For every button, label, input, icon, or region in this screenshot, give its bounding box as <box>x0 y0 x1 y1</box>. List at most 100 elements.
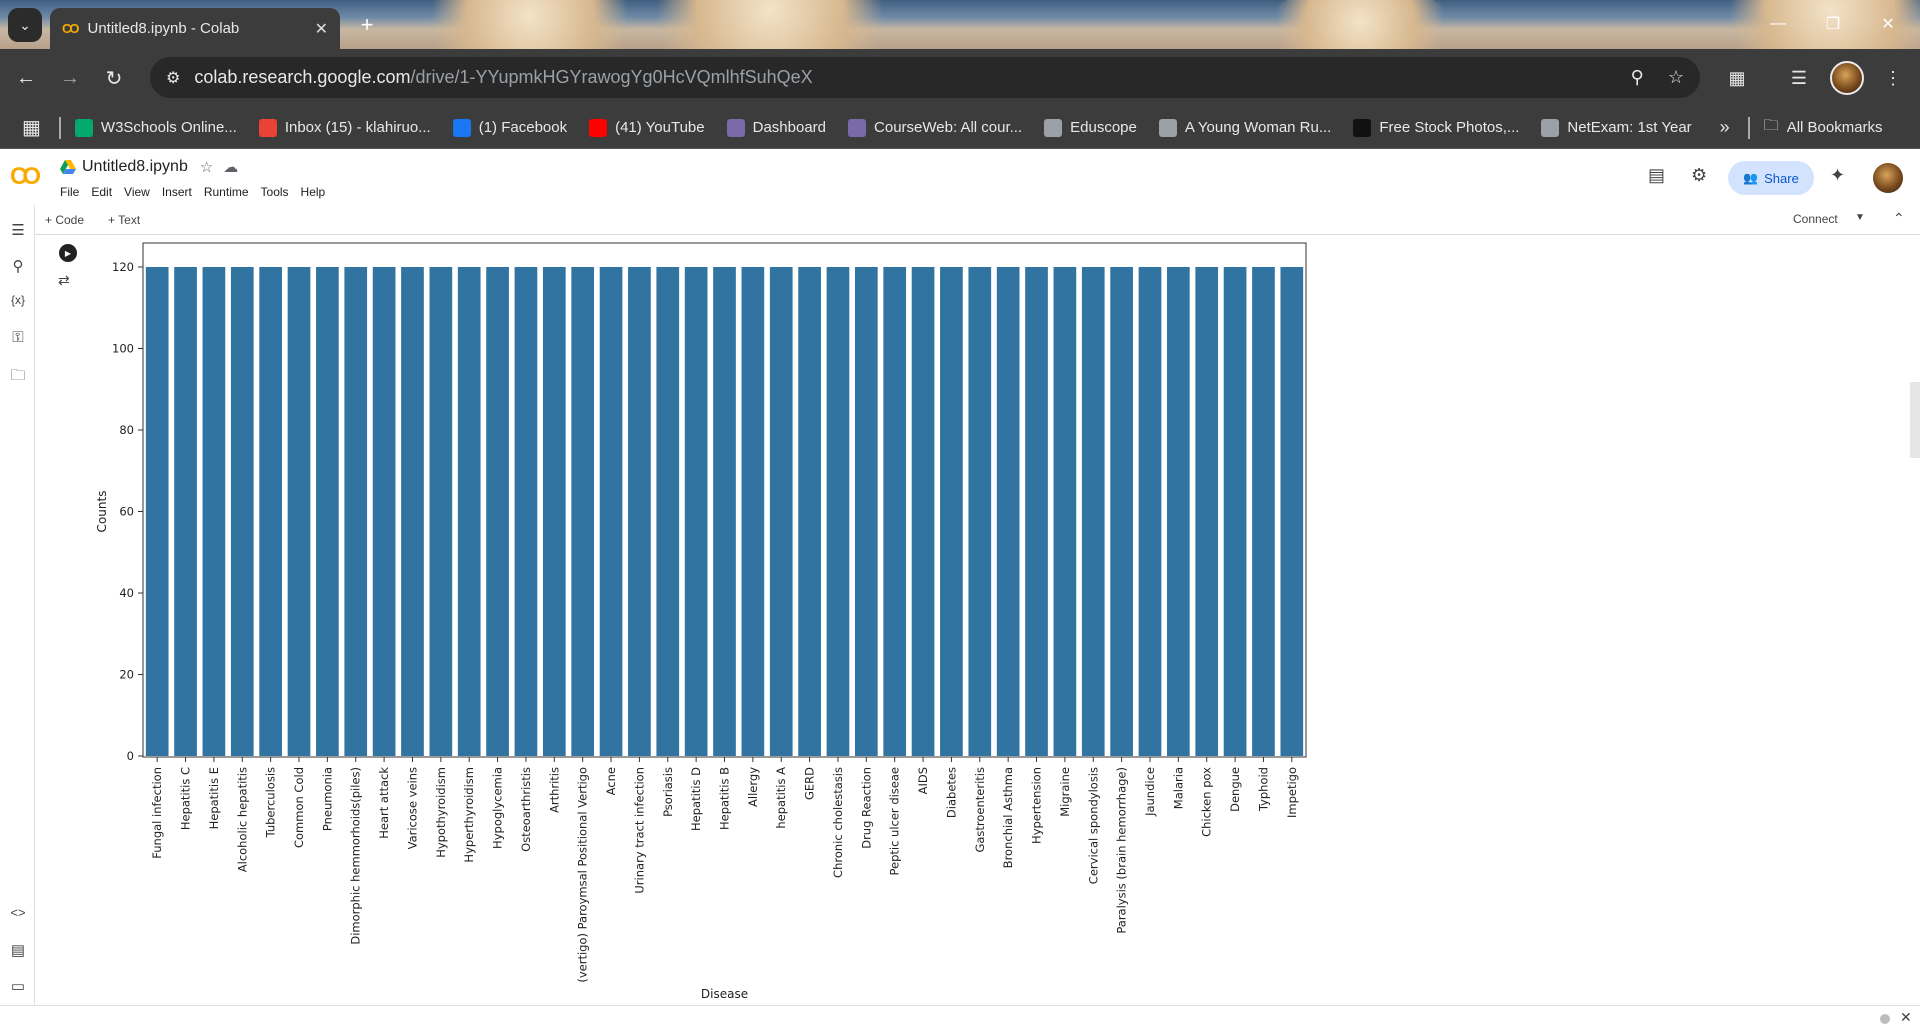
tab-search-button[interactable]: ⌄ <box>8 8 42 42</box>
media-control-icon[interactable]: ☰ <box>1790 67 1808 88</box>
menu-tools[interactable]: Tools <box>260 185 289 199</box>
notebook-title-row: Untitled8.ipynb ☆ ☁ <box>60 158 248 176</box>
bookmark-item[interactable]: (1) Facebook <box>452 118 567 137</box>
folder-icon[interactable]: 🗀 <box>10 367 26 384</box>
x-tick-label: Arthritis <box>547 767 561 813</box>
add-text-button[interactable]: + Text <box>108 212 141 227</box>
bookmark-item[interactable]: Dashboard <box>726 118 826 137</box>
chrome-menu-icon[interactable]: ⋮ <box>1884 67 1902 88</box>
code-snippets-icon[interactable]: <> <box>10 905 26 920</box>
comment-icon[interactable]: ▤ <box>1648 165 1666 185</box>
command-palette-icon[interactable]: ▤ <box>10 942 26 959</box>
bar <box>883 267 907 756</box>
chevron-double-right-icon[interactable]: » <box>1719 117 1730 137</box>
globe-icon <box>1158 118 1177 137</box>
site-info-icon[interactable]: ⚙ <box>166 69 181 87</box>
bar <box>968 267 992 756</box>
bookmark-label: Inbox (15) - klahiruo... <box>284 119 431 136</box>
forward-button[interactable]: → <box>52 60 88 96</box>
folder-icon: 🗀 <box>1763 117 1779 134</box>
all-bookmarks-button[interactable]: 🗀 All Bookmarks <box>1764 115 1883 140</box>
menu-file[interactable]: File <box>60 185 80 199</box>
zoom-icon[interactable]: ⚲ <box>1630 67 1644 87</box>
x-tick-label: Peptic ulcer diseae <box>888 767 902 876</box>
bar <box>287 267 311 756</box>
apps-grid-icon[interactable]: ▦ <box>22 117 41 139</box>
new-tab-button[interactable]: + <box>360 12 374 37</box>
menu-runtime[interactable]: Runtime <box>203 185 249 199</box>
share-button[interactable]: 👥 Share <box>1728 161 1814 195</box>
x-tick-label: hepatitis A <box>774 767 788 829</box>
bookmark-item[interactable]: NetExam: 1st Year <box>1541 118 1692 137</box>
bookmark-label: (41) YouTube <box>615 119 705 136</box>
bookmark-item[interactable]: A Young Woman Ru... <box>1158 118 1331 137</box>
reload-button[interactable]: ↻ <box>96 60 132 96</box>
back-button[interactable]: ← <box>8 60 44 96</box>
add-code-button[interactable]: + Code <box>45 212 85 227</box>
x-tick-label: Common Cold <box>292 767 306 848</box>
terminal-icon[interactable]: ▭ <box>10 978 26 995</box>
colab-favicon-icon: CO <box>62 21 79 36</box>
colab-logo[interactable]: CO <box>10 163 41 190</box>
address-bar[interactable]: ⚙ colab.research.google.com/drive/1-YYup… <box>150 57 1700 98</box>
bar <box>628 267 651 756</box>
bar <box>826 267 850 756</box>
chevron-up-icon[interactable]: ⌃ <box>1893 210 1905 226</box>
url-text[interactable]: colab.research.google.com/drive/1-YYupmk… <box>194 67 1606 88</box>
menu-insert[interactable]: Insert <box>161 185 192 199</box>
menu-edit[interactable]: Edit <box>91 185 113 199</box>
variables-icon[interactable]: {x} <box>10 293 25 307</box>
star-icon[interactable]: ☆ <box>199 159 214 176</box>
share-label: Share <box>1764 170 1799 186</box>
x-tick-label: Chicken pox <box>1200 767 1214 837</box>
bar <box>401 267 424 756</box>
x-tick-label: Hypertension <box>1030 767 1044 844</box>
bookmark-item[interactable]: Free Stock Photos,... <box>1353 118 1519 137</box>
scrollbar-thumb[interactable] <box>1910 382 1920 458</box>
bar <box>145 267 169 756</box>
bookmark-item[interactable]: CourseWeb: All cour... <box>848 118 1022 137</box>
run-cell-button[interactable]: ▶ <box>59 244 77 262</box>
account-avatar[interactable] <box>1873 163 1903 193</box>
bookmark-item[interactable]: Inbox (15) - klahiruo... <box>258 118 431 137</box>
bar <box>1167 267 1190 756</box>
menu-view[interactable]: View <box>124 185 150 199</box>
tab-title: Untitled8.ipynb - Colab <box>87 20 240 37</box>
profile-avatar[interactable] <box>1830 61 1864 95</box>
x-tick-label: Jaundice <box>1143 767 1157 817</box>
minimize-button[interactable]: — <box>1770 15 1786 32</box>
bookmark-item[interactable]: Eduscope <box>1044 118 1137 137</box>
x-tick-label: Gastroenteritis <box>973 767 987 853</box>
w3schools-icon <box>74 118 93 137</box>
x-tick-label: Paralysis (brain hemorrhage) <box>1115 767 1129 934</box>
people-icon: 👥 <box>1743 171 1759 185</box>
gear-icon[interactable]: ⚙ <box>1691 165 1708 185</box>
bookmark-item[interactable]: (41) YouTube <box>589 118 705 137</box>
caret-down-icon[interactable]: ▼ <box>1855 212 1865 223</box>
active-tab[interactable]: CO Untitled8.ipynb - Colab ✕ <box>50 8 340 49</box>
bookmark-item[interactable]: W3Schools Online... <box>74 118 237 137</box>
connect-button[interactable]: Connect <box>1793 212 1838 226</box>
x-tick-label: GERD <box>803 767 817 800</box>
notebook-title[interactable]: Untitled8.ipynb <box>82 158 188 175</box>
bookmark-star-icon[interactable]: ☆ <box>1667 67 1684 87</box>
find-icon[interactable]: ⚲ <box>12 258 24 275</box>
extensions-icon[interactable]: ▦ <box>1728 67 1746 88</box>
bar <box>996 267 1020 756</box>
table-of-contents-icon[interactable]: ☰ <box>11 222 25 239</box>
x-tick-label: Hyperthyroidism <box>462 767 476 863</box>
bar <box>1025 267 1048 756</box>
close-icon[interactable]: ✕ <box>1900 1009 1912 1025</box>
y-tick-label: 40 <box>119 586 134 600</box>
x-tick-label: Acne <box>604 767 618 795</box>
bar <box>1252 267 1275 756</box>
key-icon[interactable]: ⚿ <box>12 329 24 346</box>
bar <box>571 267 595 756</box>
x-tick-label: Fungal infection <box>150 767 164 859</box>
gemini-sparkle-icon[interactable]: ✦ <box>1830 165 1846 185</box>
menu-help[interactable]: Help <box>300 185 326 199</box>
output-actions-icon[interactable]: ⇄ <box>58 272 70 288</box>
window-close-button[interactable]: ✕ <box>1881 16 1895 33</box>
close-icon[interactable]: ✕ <box>314 20 328 38</box>
restore-button[interactable]: ❐ <box>1825 16 1841 33</box>
